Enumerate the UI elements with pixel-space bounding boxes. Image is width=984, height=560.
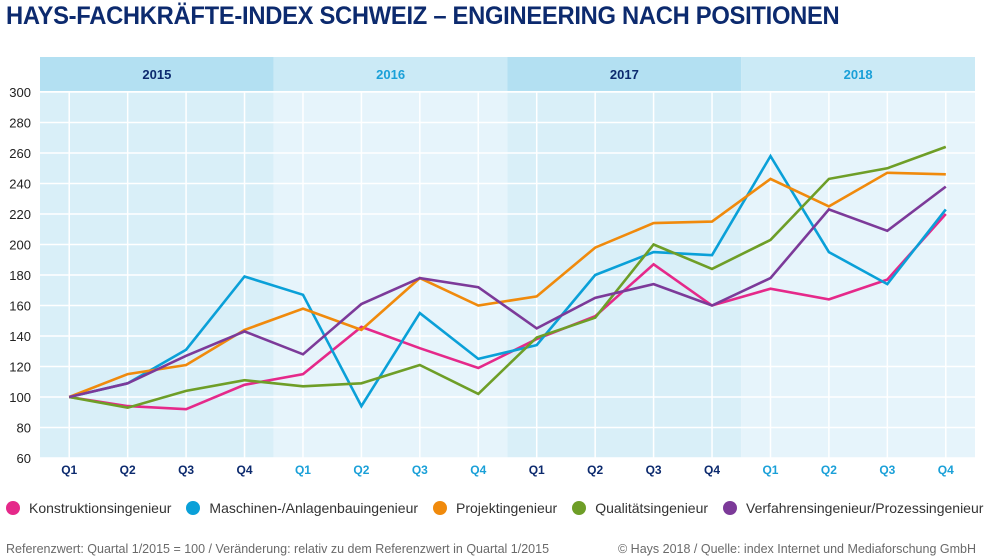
y-tick-label: 260 [9, 146, 31, 161]
legend-label: Verfahrensingenieur/Prozessingenieur [746, 500, 984, 516]
x-tick-label: Q2 [587, 463, 603, 477]
y-tick-label: 180 [9, 268, 31, 283]
legend-item: Maschinen-/Anlagenbauingenieur [186, 500, 418, 516]
y-tick-label: 160 [9, 299, 31, 314]
year-label: 2016 [376, 67, 405, 82]
series-line-konstruktionsingenieur [69, 213, 947, 411]
line-chart: 2015 2016 2017 2018 60 80 100 120 140 160 180 200 2… [9, 57, 975, 477]
legend-item: Projektingenieur [433, 500, 557, 516]
series-line-verfahrensingenieur-prozessingenieur [68, 185, 947, 399]
year-header-band [507, 57, 742, 91]
series-lines [68, 145, 947, 411]
x-tick-label: Q3 [646, 463, 662, 477]
legend-dot-icon [723, 501, 738, 515]
y-tick-label: 100 [9, 390, 31, 405]
x-tick-label: Q2 [821, 463, 837, 477]
legend-dot-icon [572, 501, 587, 515]
y-tick-label: 280 [9, 116, 31, 131]
legend-dot-icon [186, 501, 201, 515]
legend: Konstruktionsingenieur Maschinen-/Anlagen… [6, 500, 984, 516]
y-tick-label: 120 [9, 360, 31, 375]
legend-item: Verfahrensingenieur/Prozessingenieur [723, 500, 983, 516]
y-tick-label: 200 [9, 238, 31, 253]
legend-item: Konstruktionsingenieur [6, 500, 171, 516]
x-tick-label: Q4 [237, 463, 253, 477]
legend-label: Projektingenieur [456, 500, 558, 516]
x-tick-label: Q4 [470, 463, 486, 477]
legend-label: Konstruktionsingenieur [29, 500, 172, 516]
x-tick-label: Q3 [412, 463, 428, 477]
y-tick-label: 60 [17, 451, 31, 466]
x-tick-label: Q1 [762, 463, 778, 477]
x-tick-label: Q1 [61, 463, 77, 477]
year-header-band [40, 57, 274, 91]
year-header-band [273, 57, 508, 91]
series-line-projektingenieur [68, 171, 946, 399]
x-tick-label: Q2 [353, 463, 369, 477]
year-label: 2015 [142, 67, 171, 82]
series-line-maschinen-anlagenbauingenieur [68, 153, 947, 409]
legend-label: Maschinen-/Anlagenbauingenieur [209, 500, 419, 516]
y-tick-label: 140 [9, 329, 31, 344]
y-axis: 60 80 100 120 140 160 180 200 220 240 260 280 300 [9, 85, 31, 466]
chart-title: HAYS-FACHKRÄFTE-INDEX SCHWEIZ – ENGINEER… [6, 2, 840, 30]
x-tick-label: Q1 [529, 463, 545, 477]
year-header-band [741, 57, 975, 91]
x-tick-label: Q4 [704, 463, 720, 477]
x-tick-label: Q3 [178, 463, 194, 477]
y-tick-label: 240 [9, 177, 31, 192]
y-tick-label: 300 [9, 85, 31, 100]
x-axis: Q1 Q2 Q3 Q4 Q1 Q2 Q3 Q4 Q1 Q2 Q3 Q4 Q1 Q2 Q3 Q4 [61, 463, 954, 477]
legend-dot-icon [6, 501, 20, 515]
x-tick-label: Q2 [120, 463, 136, 477]
y-tick-label: 220 [9, 207, 31, 222]
legend-dot-icon [433, 501, 448, 515]
y-tick-label: 80 [17, 421, 31, 436]
series-line-qualit-tsingenieur [68, 145, 947, 410]
legend-label: Qualitätsingenieur [595, 500, 709, 516]
year-label: 2017 [610, 67, 639, 82]
x-tick-label: Q4 [938, 463, 954, 477]
x-tick-label: Q3 [879, 463, 895, 477]
reference-note: Referenzwert: Quartal 1/2015 = 100 / Ver… [6, 542, 550, 556]
year-label: 2018 [844, 67, 873, 82]
legend-item: Qualitätsingenieur [572, 500, 708, 516]
x-tick-label: Q1 [295, 463, 311, 477]
year-bands: 2015 2016 2017 2018 [40, 57, 975, 458]
source-note: © Hays 2018 / Quelle: index Internet und… [617, 542, 976, 556]
